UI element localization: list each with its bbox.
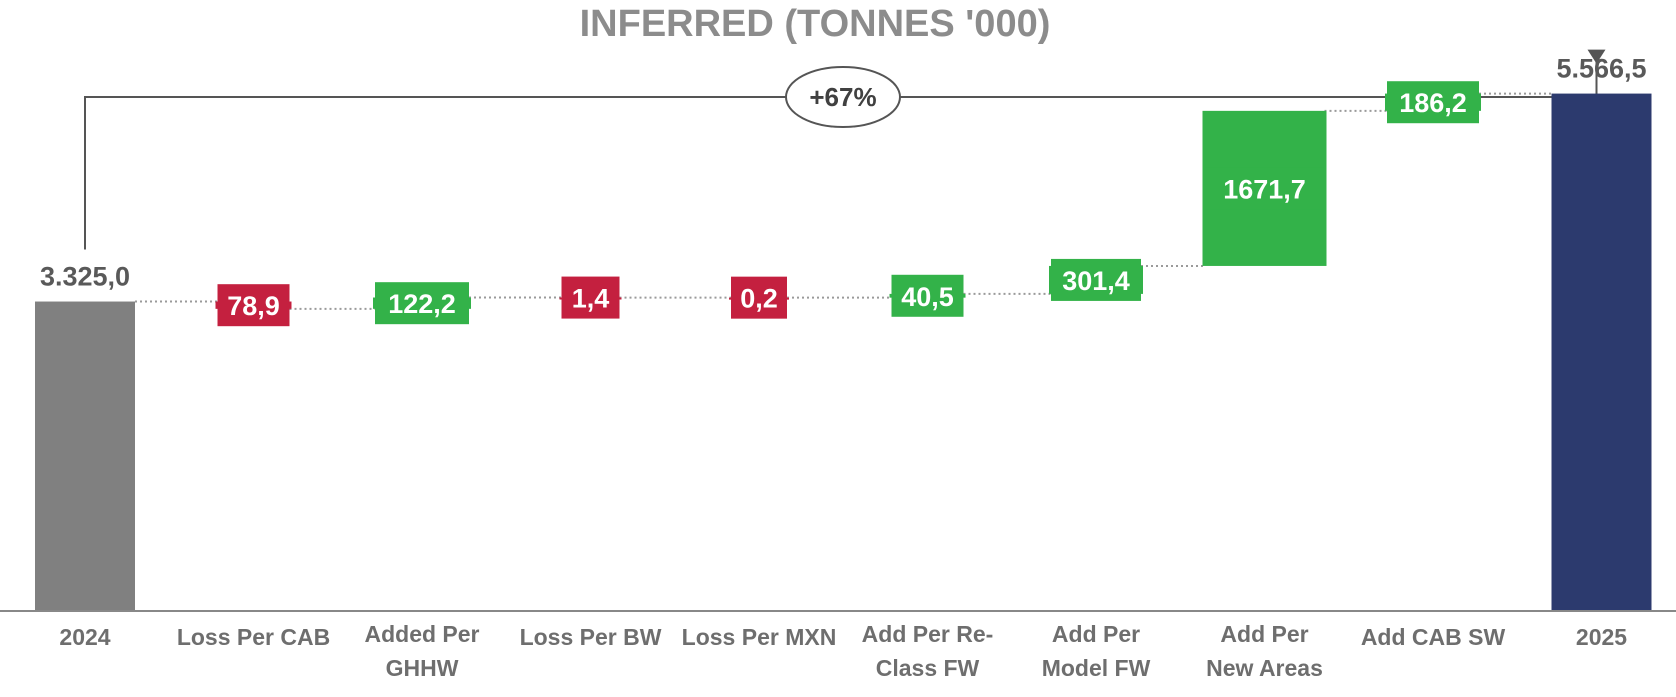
value-label-1: 78,9 (227, 291, 280, 321)
growth-bubble (785, 66, 901, 128)
value-label-box-2 (375, 282, 469, 325)
category-label-line: Added Per (364, 621, 479, 647)
category-label-2: Added Per GHHW (364, 621, 479, 681)
growth-label: +67% (809, 82, 876, 112)
value-label-2: 122,2 (388, 289, 456, 319)
category-label-0: 2024 (59, 624, 110, 650)
value-label-4: 0,2 (740, 284, 778, 314)
value-label-2025: 5.566,5 (1556, 54, 1646, 84)
category-label-4: Loss Per MXN (682, 624, 837, 650)
value-label-box-3 (561, 276, 620, 319)
bars (35, 93, 1652, 610)
value-label-box-6 (1051, 258, 1141, 301)
category-label-line: Model FW (1042, 655, 1151, 681)
value-label-6: 301,4 (1062, 266, 1130, 296)
bar-total-2025 (1551, 93, 1652, 610)
value-label-box-7 (1204, 167, 1325, 210)
connector-lines (135, 92, 1552, 310)
category-label-5: Add Per Re- Class FW (862, 621, 994, 681)
value-label-8: 186,2 (1399, 88, 1467, 118)
chart-title: INFERRED (TONNES '000) (580, 3, 1051, 45)
category-label-line: New Areas (1206, 655, 1323, 681)
value-label-2024: 3.325,0 (40, 262, 130, 292)
value-label-7: 1671,7 (1223, 174, 1306, 204)
growth-arrow-head (1587, 49, 1606, 64)
category-label-3: Loss Per BW (520, 624, 662, 650)
value-label-3: 1,4 (572, 284, 610, 314)
value-labels: 3.325,0 78,9 122,2 1,4 0,2 40,5 301,4 1671,7 186… (40, 54, 1647, 327)
value-label-box-4 (731, 276, 787, 319)
category-label-9: 2025 (1576, 624, 1627, 650)
value-label-box-1 (217, 284, 290, 327)
category-label-line: Add Per Re- (862, 621, 994, 647)
growth-annotation: +67% (84, 49, 1606, 250)
value-label-box-8 (1387, 81, 1479, 124)
category-label-line: Class FW (876, 655, 980, 681)
category-label-7: Add Per New Areas (1206, 621, 1323, 681)
category-label-1: Loss Per CAB (177, 624, 330, 650)
value-label-box-5 (891, 274, 964, 317)
x-axis: 2024 Loss Per CAB Added Per GHHW Loss Per BW… (0, 610, 1676, 681)
bar-total-2024 (35, 301, 135, 610)
category-label-8: Add CAB SW (1361, 624, 1506, 650)
category-label-line: GHHW (386, 655, 459, 681)
value-label-5: 40,5 (901, 282, 954, 312)
category-label-line: Add Per (1220, 621, 1308, 647)
category-label-6: Add Per Model FW (1042, 621, 1151, 681)
category-label-line: Add Per (1052, 621, 1140, 647)
